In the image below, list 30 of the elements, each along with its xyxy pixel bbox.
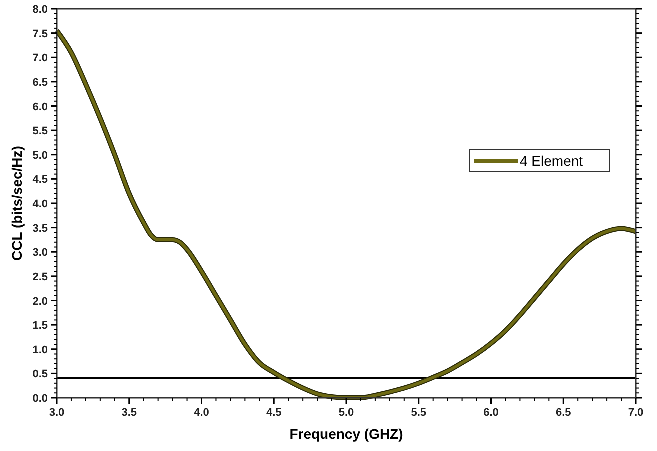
- x-tick-label: 3.5: [122, 407, 138, 419]
- y-tick-label: 1.5: [32, 320, 48, 332]
- y-tick-label: 8.0: [32, 4, 48, 16]
- x-tick-label: 6.0: [484, 407, 499, 419]
- y-tick-label: 2.0: [32, 296, 48, 308]
- x-tick-label: 4.5: [266, 407, 282, 419]
- y-tick-label: 6.5: [32, 76, 48, 89]
- line-series: [54, 28, 638, 400]
- x-tick-label: 5.5: [411, 407, 427, 419]
- y-axis-title: CCL (bits/sec/Hz): [9, 146, 25, 261]
- y-tick-label: 0.5: [32, 368, 48, 381]
- x-tick-label: 6.5: [556, 407, 572, 419]
- x-tick-label: 5.0: [338, 407, 354, 419]
- y-tick-label: 2.5: [32, 271, 48, 284]
- y-tick-label: 6.0: [32, 101, 48, 114]
- y-tick-label: 4.0: [32, 198, 48, 210]
- x-tick-label: 7.0: [628, 407, 644, 419]
- y-tick-label: 1.0: [32, 344, 48, 356]
- y-tick-label: 5.5: [32, 126, 48, 138]
- y-tick-label: 3.5: [32, 222, 48, 235]
- x-axis-title: Frequency (GHZ): [290, 426, 404, 442]
- legend-label: 4 Element: [520, 153, 584, 169]
- y-tick-label: 5.0: [32, 150, 48, 162]
- y-tick-label: 0.0: [32, 393, 48, 405]
- x-tick-label: 4.0: [194, 407, 210, 419]
- y-tick-label: 7.0: [32, 52, 48, 65]
- y-tick-label: 3.0: [32, 247, 48, 260]
- x-tick-label: 3.0: [49, 407, 65, 419]
- y-tick-label: 7.5: [32, 28, 48, 40]
- y-tick-label: 4.5: [32, 174, 48, 186]
